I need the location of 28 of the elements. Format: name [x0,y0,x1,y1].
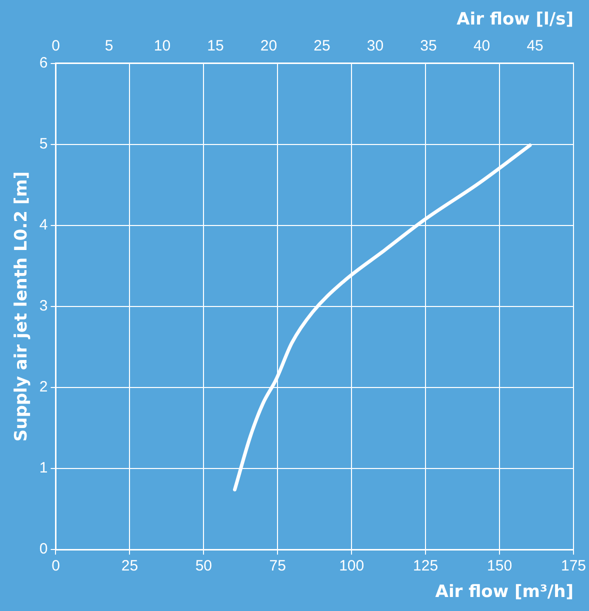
x-tick-label: 75 [269,558,286,575]
y-axis-title: Supply air jet lenth L0.2 [m] [12,171,32,442]
x-tick-label: 50 [195,558,212,575]
x-tick-label: 25 [121,558,138,575]
x-axis-title: Air flow [m³/h] [435,582,574,602]
x-tick-label: 150 [487,558,512,575]
x-tick-label: 100 [339,558,364,575]
x2-tick-label: 40 [473,38,490,55]
x2-tick-label: 45 [526,38,544,55]
y-tick-label: 5 [39,136,48,153]
y-tick-label: 3 [39,298,48,315]
x2-axis-title: Air flow [l/s] [456,10,574,30]
x2-tick-label: 10 [154,38,171,55]
y-tick-label: 2 [39,378,48,396]
x-tick-label: 125 [413,558,438,575]
x2-tick-label: 0 [52,38,60,55]
y-tick-label: 0 [39,540,48,558]
x-tick-label: 175 [560,558,586,575]
x2-tick-label: 30 [366,38,384,55]
y-tick-label: 4 [39,216,48,234]
x2-tick-label: 25 [314,38,330,55]
x-tick-label: 0 [52,558,60,575]
x2-tick-label: 35 [420,38,437,55]
x2-tick-label: 5 [104,38,114,55]
x2-tick-label: 20 [260,38,278,55]
x2-tick-label: 15 [207,38,224,55]
y-tick-label: 6 [39,54,48,72]
y-tick-label: 1 [39,460,48,477]
